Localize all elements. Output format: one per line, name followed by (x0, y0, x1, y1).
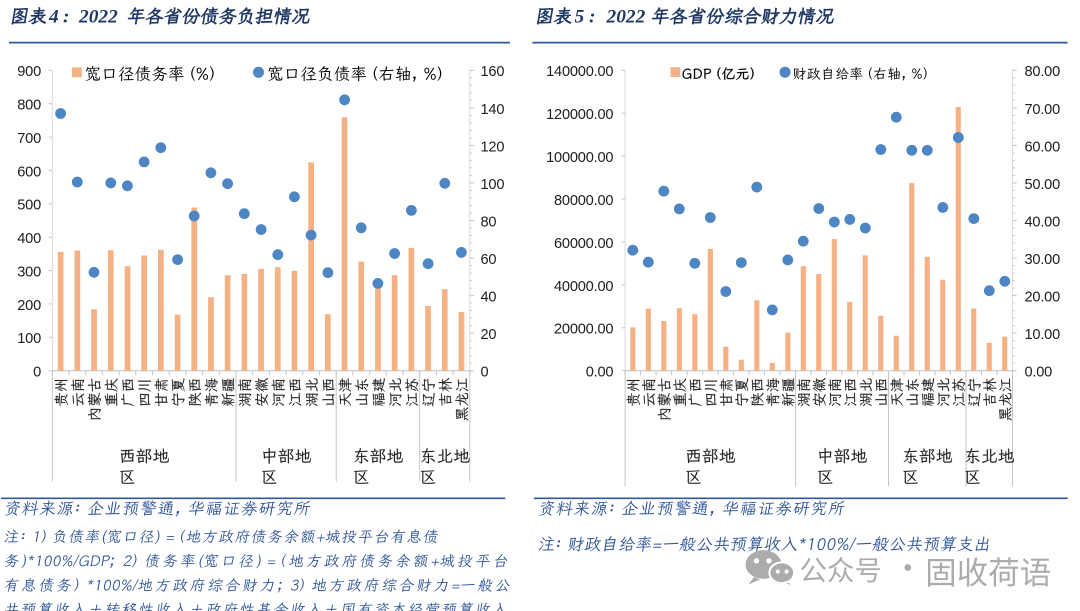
svg-text:0: 0 (33, 365, 41, 381)
svg-text:500: 500 (17, 198, 41, 214)
svg-text:80: 80 (481, 214, 497, 230)
svg-text:300: 300 (17, 265, 41, 281)
svg-text:100: 100 (481, 177, 505, 193)
svg-text:70.00: 70.00 (1025, 102, 1061, 118)
svg-text:40000.00: 40000.00 (554, 279, 613, 295)
svg-text:40.00: 40.00 (1025, 214, 1061, 230)
svg-text:60000.00: 60000.00 (554, 236, 613, 252)
svg-text::: : (589, 7, 595, 28)
svg-text:50.00: 50.00 (1025, 177, 1061, 193)
svg-text:140: 140 (481, 102, 505, 118)
svg-text:60.00: 60.00 (1025, 139, 1061, 155)
svg-text:4: 4 (48, 7, 59, 28)
svg-text:2022: 2022 (606, 7, 646, 28)
svg-text::: : (63, 7, 69, 28)
svg-text:30.00: 30.00 (1025, 252, 1061, 268)
svg-text:40: 40 (481, 290, 497, 306)
svg-text:20: 20 (481, 327, 497, 343)
svg-text:20.00: 20.00 (1025, 290, 1061, 306)
svg-text:2022: 2022 (78, 7, 118, 28)
svg-text:900: 900 (17, 64, 41, 80)
svg-text:600: 600 (17, 164, 41, 180)
svg-text:0.00: 0.00 (586, 365, 614, 381)
svg-text:0: 0 (481, 365, 489, 381)
svg-text:400: 400 (17, 231, 41, 247)
svg-text:80000.00: 80000.00 (554, 193, 613, 209)
svg-text:120: 120 (481, 139, 505, 155)
svg-text:120000.00: 120000.00 (546, 107, 613, 123)
svg-text:60: 60 (481, 252, 497, 268)
svg-text:5: 5 (575, 7, 585, 28)
svg-text:100000.00: 100000.00 (546, 150, 613, 166)
svg-text:700: 700 (17, 131, 41, 147)
svg-text:20000.00: 20000.00 (554, 322, 613, 338)
svg-text:0.00: 0.00 (1025, 365, 1053, 381)
svg-text:800: 800 (17, 98, 41, 114)
svg-text:10.00: 10.00 (1025, 327, 1061, 343)
svg-text:200: 200 (17, 298, 41, 314)
svg-text:160: 160 (481, 64, 505, 80)
svg-text:100: 100 (17, 331, 41, 347)
svg-text:140000.00: 140000.00 (546, 64, 613, 80)
svg-text:80.00: 80.00 (1025, 64, 1061, 80)
